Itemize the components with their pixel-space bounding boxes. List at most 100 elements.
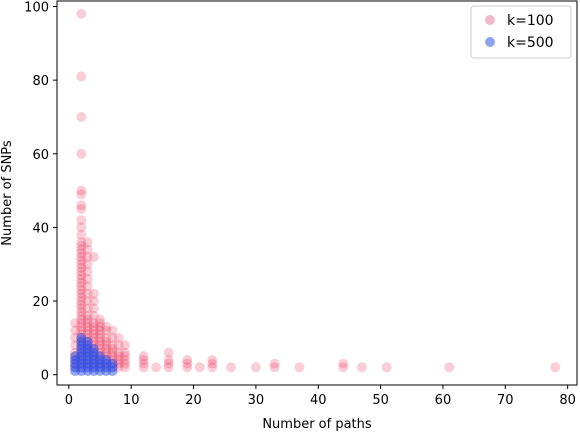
data-point-k100-136 — [70, 318, 81, 329]
data-point-k100-28 — [76, 299, 87, 310]
data-point-k100-19 — [76, 266, 87, 277]
data-point-k100-106 — [101, 336, 112, 347]
data-point-k100-131 — [120, 347, 130, 358]
data-point-k100-146 — [138, 355, 149, 365]
data-point-k100-94 — [95, 332, 105, 343]
data-point-k100-161 — [226, 362, 236, 373]
data-point-k100-54 — [82, 296, 93, 307]
data-point-k100-7 — [76, 204, 87, 214]
x-tick-label-40: 40 — [310, 393, 327, 408]
data-point-k100-6 — [76, 200, 87, 211]
data-point-k100-158 — [207, 355, 218, 365]
data-point-k100-108 — [101, 343, 112, 354]
x-tick-label-10: 10 — [123, 393, 140, 408]
data-point-k100-60 — [82, 325, 93, 336]
data-point-k100-116 — [107, 340, 118, 351]
data-point-k100-18 — [76, 262, 87, 273]
legend-box — [470, 5, 572, 59]
data-point-k100-8 — [76, 215, 87, 226]
data-point-k100-76 — [88, 318, 99, 329]
legend: k=100 k=500 — [470, 5, 572, 59]
data-point-k100-159 — [207, 358, 218, 369]
data-point-k100-124 — [113, 340, 124, 351]
data-point-k100-145 — [138, 351, 149, 362]
data-point-k100-52 — [82, 281, 93, 292]
x-axis-ticks: 0 10 20 30 40 50 60 70 80 — [65, 385, 576, 408]
data-point-k100-126 — [113, 351, 124, 362]
data-point-k100-162 — [250, 362, 261, 373]
data-point-k100-57 — [82, 314, 93, 325]
data-point-k100-29 — [76, 303, 87, 314]
data-point-k100-105 — [101, 332, 112, 343]
legend-marker-k100 — [485, 15, 495, 25]
data-point-k100-134 — [120, 358, 130, 369]
data-point-k100-95 — [95, 336, 105, 347]
data-point-k100-170 — [444, 362, 455, 373]
x-axis-label: Number of paths — [262, 417, 372, 432]
data-point-k100-149 — [151, 362, 162, 373]
data-point-k100-4 — [76, 185, 87, 196]
data-point-k100-150 — [163, 347, 174, 358]
y-tick-label-100: 100 — [24, 1, 49, 16]
data-point-k100-35 — [76, 325, 87, 336]
data-point-k100-59 — [82, 321, 93, 332]
data-point-k100-33 — [76, 318, 87, 329]
data-point-k100-89 — [95, 314, 105, 325]
data-point-k100-167 — [338, 362, 349, 373]
x-tick-label-60: 60 — [435, 393, 452, 408]
y-tick-label-20: 20 — [32, 295, 49, 310]
data-point-k100-14 — [76, 248, 87, 259]
data-point-k100-73 — [88, 296, 99, 307]
data-point-k100-12 — [76, 240, 87, 251]
plot-frame — [56, 0, 578, 386]
data-point-k100-77 — [88, 321, 99, 332]
data-point-k100-171 — [550, 362, 561, 373]
y-tick-label-0: 0 — [41, 369, 49, 384]
data-point-k100-125 — [113, 347, 124, 358]
data-point-k100-71 — [88, 251, 99, 262]
data-point-k100-90 — [95, 318, 105, 329]
data-point-k100-91 — [95, 321, 105, 332]
data-point-k100-17 — [76, 259, 87, 270]
x-tick-label-20: 20 — [185, 393, 202, 408]
data-point-k100-147 — [138, 358, 149, 369]
data-point-k100-152 — [163, 358, 174, 369]
data-point-k100-5 — [76, 189, 87, 200]
data-point-k100-26 — [76, 292, 87, 303]
data-point-k100-55 — [82, 303, 93, 314]
x-tick-label-30: 30 — [248, 393, 265, 408]
data-point-k500-42 — [70, 366, 81, 376]
data-point-k100-92 — [95, 325, 105, 336]
data-point-k100-10 — [76, 229, 87, 240]
data-point-k100-27 — [76, 296, 87, 307]
data-point-k100-16 — [76, 255, 87, 266]
legend-label-k500: k=500 — [507, 35, 554, 51]
data-point-k100-135 — [120, 362, 130, 373]
data-point-k100-74 — [88, 303, 99, 314]
data-point-k100-20 — [76, 270, 87, 281]
data-point-k100-11 — [76, 237, 87, 248]
data-point-k100-165 — [294, 362, 305, 373]
x-tick-label-80: 80 — [559, 393, 576, 408]
data-point-k100-164 — [269, 362, 280, 373]
data-point-k100-21 — [76, 274, 87, 284]
x-tick-label-70: 70 — [497, 393, 514, 408]
data-point-k100-156 — [182, 362, 193, 373]
data-point-k100-58 — [82, 318, 93, 329]
legend-label-k100: k=100 — [507, 13, 554, 29]
data-point-k100-157 — [194, 362, 205, 373]
data-point-k100-72 — [88, 288, 99, 299]
y-tick-label-40: 40 — [32, 221, 49, 236]
data-point-k100-15 — [76, 251, 87, 262]
data-point-k100-46 — [82, 237, 93, 248]
data-point-k100-163 — [269, 358, 280, 369]
data-point-k100-48 — [82, 251, 93, 262]
y-axis-ticks: 0 20 40 60 80 100 — [24, 1, 57, 384]
data-point-k100-148 — [138, 362, 149, 373]
data-point-k100-93 — [95, 329, 105, 340]
data-point-k100-24 — [76, 285, 87, 295]
data-point-k500-37 — [107, 366, 118, 376]
data-point-k100-2 — [76, 112, 87, 122]
data-point-k100-153 — [163, 362, 174, 373]
